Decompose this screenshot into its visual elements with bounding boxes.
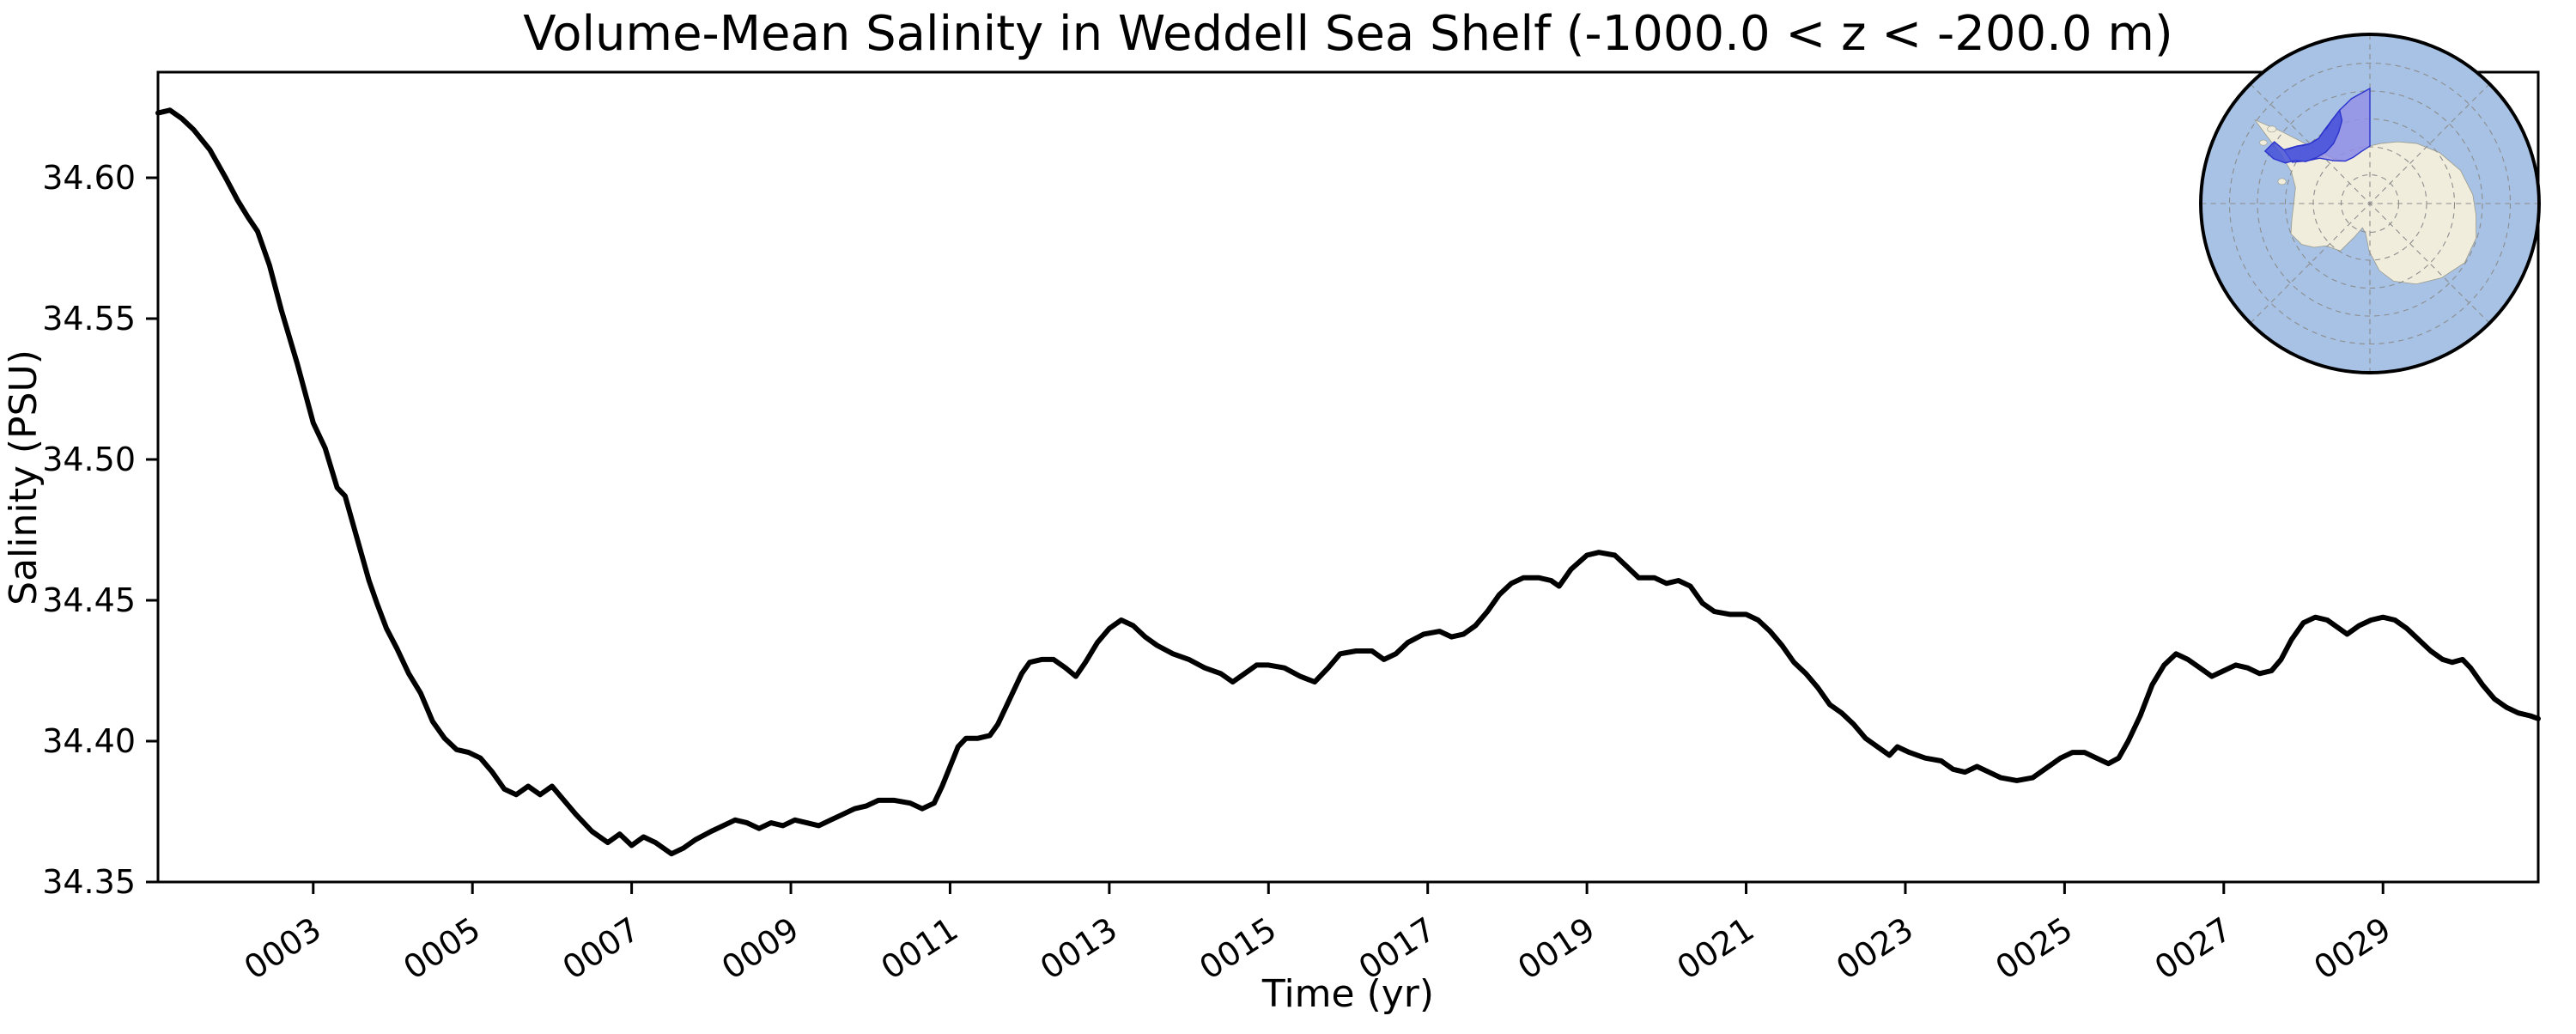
plot-area [156,70,2540,884]
island [2277,178,2287,186]
y-axis-ticks: 34.35 34.40 34.45 34.50 34.55 34.60 [42,159,158,901]
x-tick-label: 0011 [874,910,964,988]
antarctica-inset-map [2199,33,2541,374]
x-tick-label: 0025 [1989,910,2079,988]
x-tick-label: 0005 [397,910,487,988]
graticule [2202,35,2538,372]
inset-map-border [2199,33,2541,374]
x-tick-label: 0003 [238,910,328,988]
x-tick-label: 0007 [556,910,646,988]
x-tick-label: 0027 [2148,910,2239,988]
x-tick-label: 0023 [1830,910,1920,988]
x-tick-label: 0021 [1670,910,1760,988]
y-tick-label: 34.35 [42,863,136,901]
x-tick-label: 0009 [715,910,805,988]
island [2267,125,2277,133]
x-tick-label: 0029 [2307,910,2397,988]
x-axis-label: Time (yr) [1261,972,1434,1016]
y-axis-label: Salinity (PSU) [2,350,46,605]
y-tick-label: 34.55 [42,300,136,338]
x-tick-label: 0013 [1034,910,1124,988]
weddell-region-shelf-band [2263,108,2343,164]
chart-title: Volume-Mean Salinity in Weddell Sea Shel… [523,6,2173,62]
salinity-line [155,107,2541,857]
x-tick-label: 0019 [1511,910,1601,988]
y-tick-label: 34.45 [42,581,136,619]
y-tick-label: 34.50 [42,441,136,478]
island [2259,139,2268,146]
y-tick-label: 34.40 [42,722,136,760]
y-tick-label: 34.60 [42,159,136,197]
x-axis-ticks: 0003 0005 0007 0009 0011 0013 0015 0017 0019 0021… [238,882,2397,988]
